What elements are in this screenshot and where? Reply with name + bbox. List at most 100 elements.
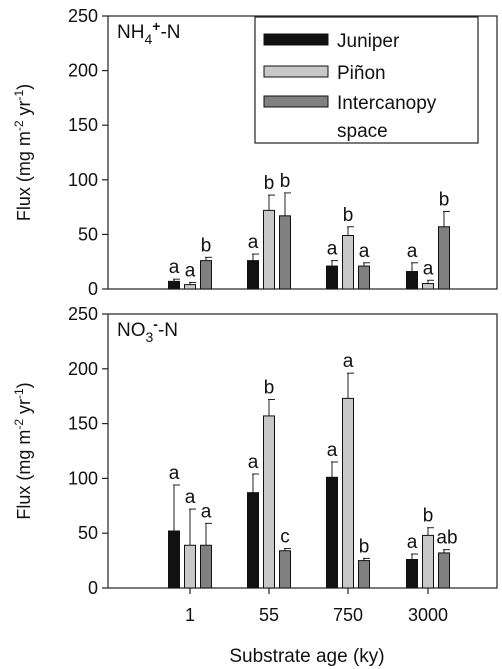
y-tick-label: 0 [88,578,98,598]
y-tick-label: 150 [68,414,98,434]
y-axis-title-sup: -2 [12,120,26,131]
bar [200,260,212,290]
bar [247,492,259,589]
y-tick-label: 50 [78,224,98,244]
panel-label-tail: -N [158,320,178,341]
legend-label: Piñon [337,63,386,84]
bar [406,271,418,290]
legend-label-line: Piñon [337,63,386,84]
legend-swatch [263,33,329,46]
legend-label: Juniper [337,31,400,52]
y-tick-label: 200 [68,61,98,81]
significance-letter: a [359,241,370,262]
bar [406,559,418,589]
bar [168,280,180,290]
y-tick-label: 250 [68,304,98,324]
significance-letter: b [264,377,275,398]
bar [184,284,196,290]
bar [438,552,450,589]
bar [279,215,291,290]
panel-label-sup: - [153,316,158,332]
significance-letter: b [264,173,275,194]
panel-label-sup: + [152,18,160,34]
significance-letter: ab [436,528,457,549]
panel-nh4: 0 50 100 150 200 250 Flux (mg m-2 yr-1) NH4+-N a… [12,6,498,299]
bar [358,265,370,290]
bar [422,534,434,589]
y-tick-label: 100 [68,468,98,488]
bar [342,397,354,589]
x-axis-title: Substrate age (ky) [229,646,384,667]
significance-letter: b [343,205,354,226]
significance-letter: a [248,232,259,253]
x-tick-label: 55 [259,605,279,625]
y-tick-label: 150 [68,115,98,135]
legend-label: Intercanopy space [337,93,437,142]
legend-label-line: Juniper [337,31,400,52]
panel-label: NO3--N [117,316,178,345]
y-tick-label: 250 [68,6,98,26]
legend-swatch [263,65,329,78]
bar [438,226,450,290]
panel-label-main: NH [117,22,144,43]
significance-letter: b [280,171,291,192]
bar [358,560,370,589]
y-axis-title-part: ) [14,84,34,90]
bar [168,530,180,589]
y-tick-label: 200 [68,359,98,379]
significance-letter: b [423,506,434,527]
y-axis-title-part: ) [14,382,34,388]
y-axis-title-sup: -2 [12,419,26,430]
significance-letter: a [248,452,259,473]
significance-letter: a [407,241,418,262]
bar [263,415,275,589]
significance-letter: a [169,257,180,278]
significance-letter: a [327,239,338,260]
x-tick-label: 3000 [408,605,448,625]
plot-frame [107,15,498,290]
significance-letter: a [201,501,212,522]
bar [263,209,275,290]
bar [342,234,354,290]
y-tick-label: 50 [78,523,98,543]
panel-label: NH4+-N [117,18,181,47]
significance-letter: a [185,487,196,508]
bar [200,544,212,589]
plot-frame [107,313,498,589]
legend-label-line: Intercanopy [337,93,437,114]
significance-letter: a [343,351,354,372]
panel-label-tail: -N [160,22,180,43]
bar [184,544,196,589]
bar [279,550,291,589]
y-axis-title-sup: -1 [12,90,26,101]
y-tick-label: 0 [88,279,98,299]
panel-label-sub: 4 [144,31,152,47]
significance-letter: a [327,440,338,461]
y-axis-title: Flux (mg m-2 yr-1) [12,84,34,221]
significance-letter: a [423,258,434,279]
x-tick-label: 750 [333,605,363,625]
significance-letter: a [185,260,196,281]
bar [422,283,434,290]
panel-label-main: NO [117,320,146,341]
bar [326,476,338,589]
bar [247,260,259,290]
y-axis-title-sup: -1 [12,388,26,399]
significance-letter: c [280,527,290,548]
significance-letter: a [407,532,418,553]
bar [326,265,338,290]
y-axis-title-part: Flux (mg m [14,430,34,520]
y-axis-title-part: yr [14,399,34,419]
y-tick-label: 100 [68,170,98,190]
y-axis-title-part: yr [14,100,34,120]
legend-swatch [263,95,329,108]
significance-letter: b [201,235,212,256]
panel-no3: 0 50 100 150 200 250 1 55 750 3000 Flux (mg m-2 yr… [12,304,498,625]
y-axis-title: Flux (mg m-2 yr-1) [12,382,34,519]
significance-letter: a [169,463,180,484]
legend-label-line: space [337,121,388,142]
x-tick-label: 1 [185,605,195,625]
significance-letter: b [439,189,450,210]
significance-letter: b [359,536,370,557]
